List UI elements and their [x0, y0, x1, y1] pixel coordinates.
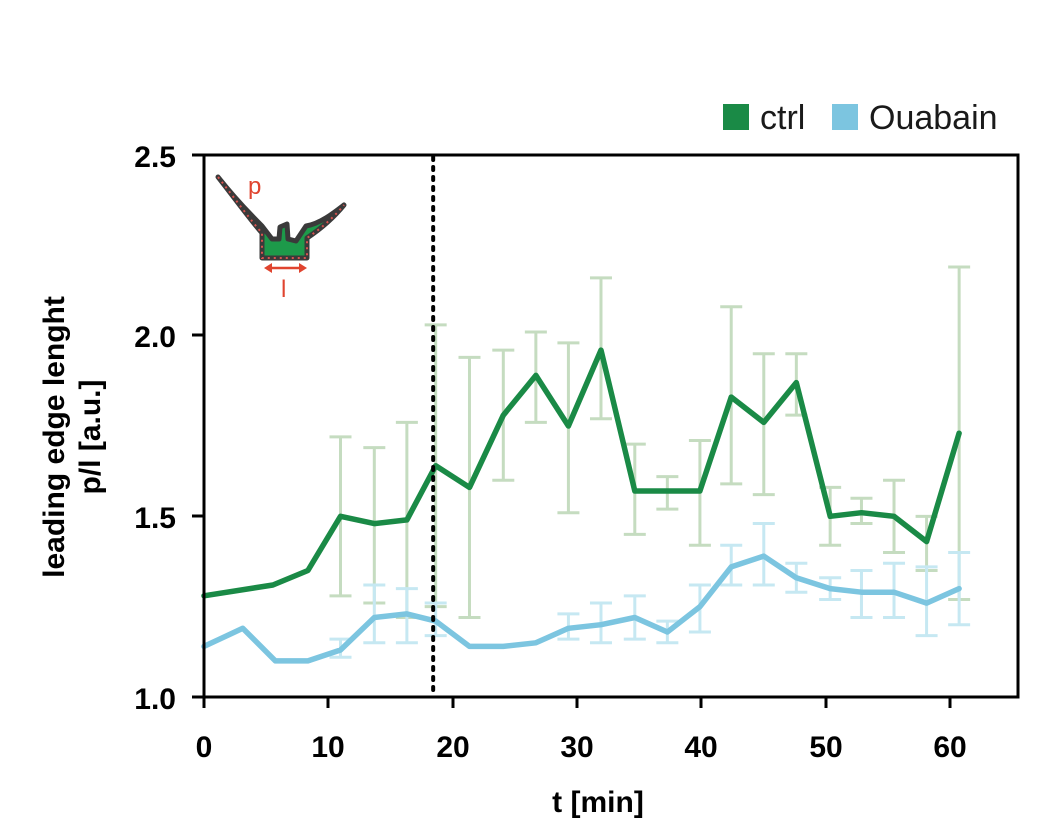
y-tick-marks	[192, 153, 204, 699]
x-tick-label: 10	[311, 731, 344, 764]
cell-shape-inset: p l	[215, 173, 347, 303]
perimeter-label: p	[248, 173, 261, 200]
x-tick-labels: 0 10 20 30 40 50 60	[196, 731, 967, 764]
y-axis-title: leading edge lenght p/l [a.u.]	[38, 296, 107, 578]
error-bars	[329, 265, 971, 659]
legend-swatch-ctrl	[723, 104, 749, 130]
x-tick-label: 20	[436, 731, 469, 764]
y-tick-label: 1.5	[134, 502, 176, 535]
series-line-ctrl	[201, 347, 962, 599]
length-arrow-head-left	[264, 263, 272, 273]
x-tick-label: 50	[809, 731, 842, 764]
y-tick-label: 2.5	[134, 141, 176, 174]
x-tick-marks	[202, 697, 952, 708]
legend-swatch-ouabain	[832, 104, 858, 130]
length-label: l	[281, 276, 286, 303]
x-tick-label: 40	[684, 731, 717, 764]
legend: ctrl Ouabain	[723, 99, 998, 137]
series-line-ouabain	[201, 553, 962, 664]
plot-frame	[202, 153, 1020, 699]
cell-shape-outline	[215, 174, 347, 261]
x-tick-label: 0	[196, 731, 213, 764]
y-axis-title-line-2: p/l [a.u.]	[74, 380, 107, 495]
error-bar-ouabain	[363, 583, 386, 645]
series-lines	[201, 347, 962, 664]
x-tick-label: 60	[933, 731, 966, 764]
y-tick-label: 1.0	[134, 683, 176, 716]
legend-label-ouabain: Ouabain	[869, 99, 998, 137]
x-tick-label: 30	[560, 731, 593, 764]
x-axis-title: t [min]	[552, 786, 644, 819]
y-tick-labels: 1.0 1.5 2.0 2.5	[134, 141, 176, 716]
length-arrow-head-right	[299, 263, 307, 273]
y-tick-label: 2.0	[134, 321, 176, 354]
y-axis-title-line-1: leading edge lenght	[38, 296, 71, 578]
cell-perimeter-dots	[217, 176, 345, 259]
legend-label-ctrl: ctrl	[760, 99, 805, 137]
